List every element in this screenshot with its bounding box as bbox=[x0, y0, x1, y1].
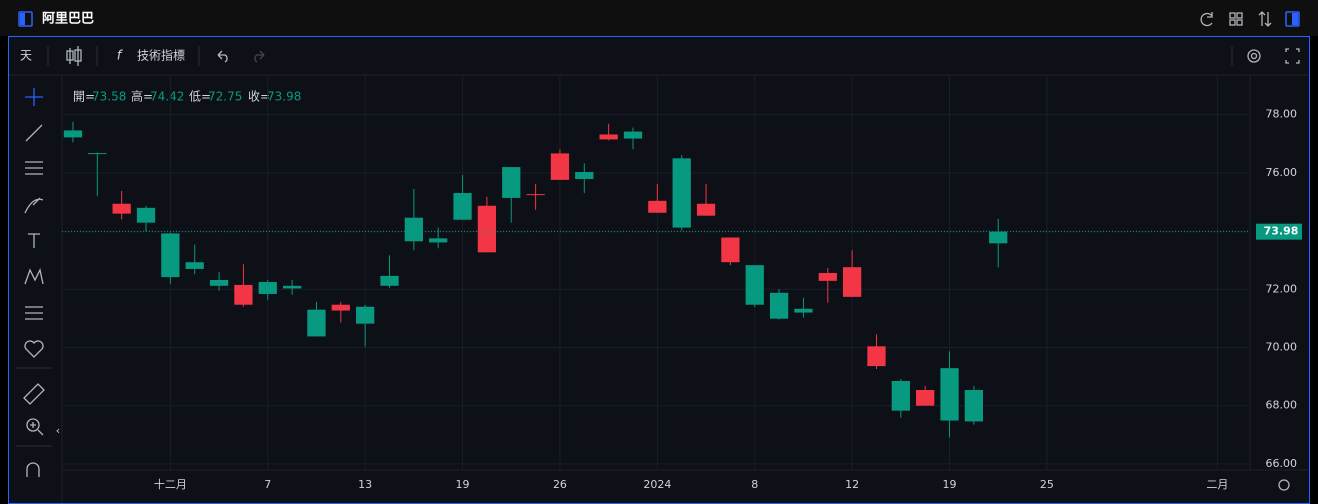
y-tick-label: 68.00 bbox=[1266, 399, 1298, 412]
last-price-box bbox=[1256, 223, 1302, 240]
indicators-button[interactable]: 技術指標 bbox=[137, 48, 185, 63]
candle-body bbox=[234, 284, 253, 305]
compare-icon[interactable] bbox=[1258, 11, 1272, 27]
candle-body bbox=[672, 158, 691, 228]
axis-settings-icon[interactable] bbox=[1278, 479, 1290, 491]
candle-body bbox=[380, 275, 399, 286]
candle-body bbox=[989, 231, 1008, 244]
x-tick-label: 十二月 bbox=[154, 477, 187, 491]
y-tick-label: 72.00 bbox=[1266, 282, 1298, 295]
legend-open-label: 開= bbox=[73, 90, 95, 104]
measure-tool[interactable] bbox=[23, 383, 45, 405]
candle-body bbox=[63, 130, 83, 138]
text-tool[interactable] bbox=[28, 233, 40, 248]
candle-body bbox=[745, 265, 764, 305]
refresh-icon[interactable] bbox=[1200, 12, 1213, 27]
collapse-arrow[interactable]: ‹ bbox=[56, 424, 60, 437]
candle-body bbox=[964, 389, 984, 422]
x-tick-label: 8 bbox=[751, 478, 758, 491]
candle-body bbox=[161, 233, 180, 278]
legend-high-label: 高= bbox=[131, 89, 153, 104]
x-tick-label: 12 bbox=[845, 478, 859, 491]
legend-low-label: 低= bbox=[189, 90, 211, 104]
zoom-tool[interactable] bbox=[26, 418, 44, 436]
symbol-title: 阿里巴巴 bbox=[42, 12, 94, 27]
legend-high-value: 74.42 bbox=[150, 90, 184, 104]
panel-icon-fill bbox=[20, 13, 25, 25]
candle-body bbox=[891, 380, 910, 411]
legend-open-value: 73.58 bbox=[92, 90, 126, 104]
candle-body bbox=[502, 167, 521, 198]
undo-icon[interactable] bbox=[217, 50, 228, 63]
fx-icon: f bbox=[117, 49, 124, 64]
candle-body bbox=[185, 262, 204, 269]
trendline-tool[interactable] bbox=[25, 124, 43, 142]
x-tick-label: 2024 bbox=[643, 478, 671, 491]
last-price-label: 73.98 bbox=[1264, 225, 1299, 238]
pattern-tool[interactable] bbox=[24, 268, 44, 285]
settings-icon[interactable] bbox=[1247, 49, 1261, 63]
plot: 66.0068.0070.0072.0074.0076.0078.00十二月71… bbox=[62, 108, 1302, 491]
x-tick-label: 19 bbox=[943, 478, 957, 491]
candle-body bbox=[867, 346, 886, 367]
fullscreen-icon[interactable] bbox=[1285, 48, 1300, 64]
candle-body bbox=[136, 207, 156, 223]
favorites-tool[interactable] bbox=[24, 340, 44, 358]
title-bar bbox=[0, 0, 1318, 36]
layout-icon[interactable] bbox=[1229, 12, 1243, 26]
candle-body bbox=[477, 205, 497, 253]
candle-body bbox=[429, 238, 448, 243]
magnet-tool[interactable] bbox=[26, 462, 40, 477]
candle-body bbox=[356, 306, 375, 324]
candle-body bbox=[575, 172, 594, 180]
candle-body bbox=[794, 308, 813, 313]
candle-body bbox=[550, 153, 570, 180]
legend-close-label: 收= bbox=[248, 90, 270, 104]
legend-close-value: 73.98 bbox=[267, 90, 301, 104]
candle-body bbox=[940, 368, 959, 421]
candle-body bbox=[818, 273, 837, 281]
brush-tool[interactable] bbox=[24, 197, 44, 214]
y-tick-label: 70.00 bbox=[1266, 340, 1298, 353]
crosshair-tool[interactable] bbox=[25, 88, 43, 106]
candle-body bbox=[721, 237, 740, 263]
candle-body bbox=[209, 279, 229, 286]
y-tick-label: 78.00 bbox=[1266, 108, 1298, 121]
x-tick-label: 26 bbox=[553, 478, 567, 491]
fib-tool[interactable] bbox=[25, 161, 43, 175]
candle-body bbox=[331, 304, 350, 311]
candle-body bbox=[769, 292, 789, 319]
x-tick-label: 25 bbox=[1040, 478, 1054, 491]
x-tick-label: 二月 bbox=[1206, 478, 1228, 491]
candle-body bbox=[696, 203, 716, 216]
candle-body bbox=[623, 131, 643, 139]
candle-body bbox=[282, 285, 302, 289]
candle-body bbox=[599, 134, 618, 140]
x-tick-label: 19 bbox=[456, 478, 470, 491]
candle-body bbox=[307, 309, 326, 337]
side-panel-icon[interactable] bbox=[1285, 11, 1300, 27]
y-tick-label: 66.00 bbox=[1266, 457, 1298, 470]
x-tick-label: 7 bbox=[264, 478, 271, 491]
candle-body bbox=[88, 153, 107, 155]
interval-button[interactable]: 天 bbox=[20, 49, 32, 63]
y-tick-label: 76.00 bbox=[1266, 166, 1298, 179]
candle-body bbox=[648, 200, 667, 213]
candle-body bbox=[526, 194, 545, 196]
candle-type-icon[interactable] bbox=[66, 46, 82, 66]
candle-body bbox=[843, 267, 862, 297]
x-tick-label: 13 bbox=[358, 478, 372, 491]
legend-low-value: 72.75 bbox=[208, 90, 242, 104]
forecast-tool[interactable] bbox=[25, 306, 43, 320]
panel-icon[interactable] bbox=[18, 11, 33, 27]
candle-body bbox=[404, 217, 423, 242]
candle-body bbox=[916, 389, 935, 406]
redo-icon bbox=[254, 50, 265, 63]
candle-body bbox=[453, 192, 472, 220]
candle-body bbox=[112, 203, 131, 214]
candle-body bbox=[258, 282, 277, 294]
chart-frame bbox=[8, 36, 1310, 504]
